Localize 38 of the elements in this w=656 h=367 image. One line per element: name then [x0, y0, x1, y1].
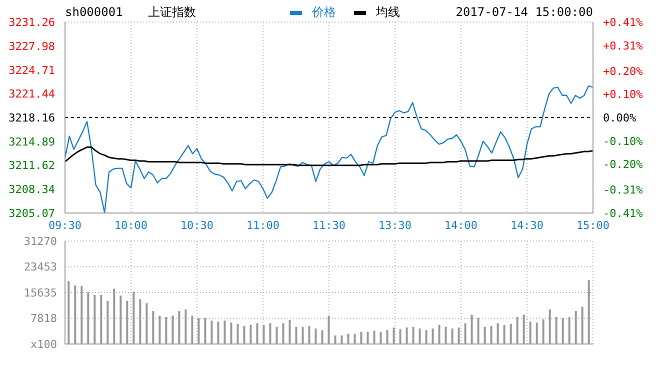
y-tick-label: 31270	[24, 234, 57, 248]
chart-subtitle: sh000001	[65, 5, 123, 19]
y2-tick-label: -0.41%	[603, 207, 644, 220]
y2-tick-label: +0.31%	[603, 39, 644, 52]
x-tick-label: 14:30	[510, 218, 544, 232]
y-tick-label: 23453	[24, 260, 57, 274]
y-tick-label: 3224.71	[8, 64, 55, 77]
x-tick-label: 15:00	[576, 218, 610, 232]
y2-tick-label: +0.10%	[603, 88, 644, 102]
line-series	[65, 146, 593, 166]
y2-tick-label: -0.10%	[603, 134, 644, 148]
text: 2017-07-14 15:00:00	[456, 5, 593, 19]
y-tick-label: 3205.07	[8, 207, 55, 220]
y-tick-label: x100	[30, 338, 57, 351]
y-tick-label: 3221.44	[8, 88, 56, 101]
y2-tick-label: 0.00%	[603, 112, 636, 124]
y-tick-label: 3208.34	[8, 183, 56, 196]
y-tick-label: 7818	[30, 312, 57, 326]
y2-tick-label: +0.41%	[603, 16, 644, 29]
x-tick-label: 14:00	[444, 218, 478, 232]
y-tick-label: 3218.16	[8, 112, 55, 125]
chart-title: 上证指数	[148, 4, 196, 21]
y-tick-label: 3227.98	[8, 40, 55, 53]
x-tick-label: 09:30	[48, 218, 82, 232]
y2-tick-label: +0.20%	[603, 64, 644, 78]
x-tick-label: 11:00	[246, 218, 280, 232]
x-tick-label: 10:00	[114, 218, 148, 232]
y-tick-label: 3214.89	[8, 135, 55, 148]
x-tick-label: 11:30	[312, 218, 346, 232]
legend-label: 均线	[375, 4, 400, 21]
x-tick-label: 13:30	[378, 218, 412, 232]
y-tick-label: 3231.26	[8, 16, 55, 29]
x-tick-label: 10:30	[180, 218, 214, 232]
y-tick-label: 3211.62	[8, 159, 55, 172]
y-tick-label: 15635	[24, 286, 57, 300]
y2-tick-label: -0.31%	[603, 184, 644, 197]
legend-label: 价格	[311, 4, 336, 21]
y2-tick-label: -0.20%	[603, 158, 644, 172]
